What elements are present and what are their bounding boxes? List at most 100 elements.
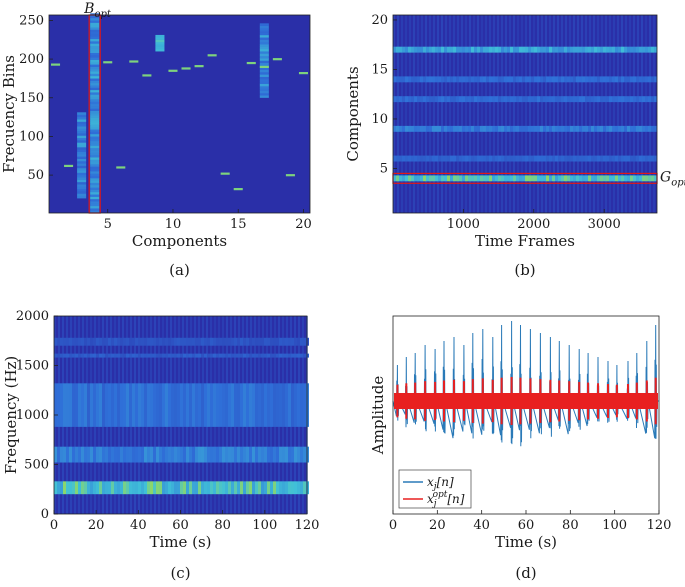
- spectrogram-band: [72, 353, 75, 358]
- activation-cell: [519, 155, 522, 162]
- x-axis-label: Components: [132, 232, 227, 250]
- spectrum-cell: [90, 161, 100, 165]
- spectrum-cell: [90, 106, 100, 109]
- spectrogram-band: [201, 337, 204, 346]
- activation-cell: [423, 175, 426, 182]
- activation-cell: [489, 46, 492, 53]
- y-tick-label: 250: [19, 13, 44, 28]
- spectrogram-band: [189, 337, 192, 346]
- spectrogram-band: [123, 353, 126, 358]
- peak-mark: [259, 65, 269, 69]
- activation-cell: [576, 155, 579, 162]
- activation-cell: [465, 76, 468, 83]
- activation-cell: [579, 46, 582, 53]
- activation-cell: [540, 125, 543, 132]
- activation-cell: [531, 175, 534, 182]
- spectrogram-band: [219, 446, 222, 463]
- spectrogram-band: [204, 337, 207, 346]
- spectrogram-band: [135, 337, 138, 346]
- spectrogram-band: [138, 481, 141, 495]
- activation-cell: [615, 76, 618, 83]
- spectrogram-band: [279, 383, 282, 427]
- spectrogram-band: [141, 353, 144, 358]
- activation-cell: [591, 125, 594, 132]
- activation-cell: [492, 96, 495, 103]
- spectrogram-band: [72, 481, 75, 495]
- peak-mark: [233, 188, 243, 191]
- time-stripe: [489, 15, 491, 213]
- activation-cell: [558, 76, 561, 83]
- spectrogram-band: [303, 353, 306, 358]
- activation-cell: [549, 125, 552, 132]
- activation-cell: [432, 46, 435, 53]
- activation-cell: [513, 46, 516, 53]
- activation-cell: [453, 155, 456, 162]
- activation-cell: [525, 175, 528, 182]
- activation-cell: [405, 76, 408, 83]
- activation-cell: [588, 96, 591, 103]
- spectrum-cell: [90, 210, 100, 214]
- spectrum-cell: [90, 203, 100, 207]
- time-stripe: [493, 15, 495, 213]
- activation-cell: [570, 76, 573, 83]
- spectrum-cell: [90, 45, 100, 49]
- spectrum-cell: [90, 68, 100, 72]
- spectrogram-band: [156, 481, 159, 495]
- spectrogram-band: [96, 481, 99, 495]
- activation-cell: [630, 46, 633, 53]
- spectrogram-band: [108, 353, 111, 358]
- activation-cell: [573, 96, 576, 103]
- activation-cell: [543, 155, 546, 162]
- spectrum-cell: [90, 120, 100, 123]
- activation-cell: [639, 155, 642, 162]
- activation-cell: [606, 96, 609, 103]
- spectrum-cell: [90, 184, 100, 188]
- spectrogram-band: [84, 481, 87, 495]
- spectrogram-band: [222, 383, 225, 427]
- spectrogram-band: [75, 337, 78, 346]
- activation-cell: [642, 96, 645, 103]
- activation-cell: [579, 96, 582, 103]
- activation-cell: [417, 46, 420, 53]
- peak-mark: [181, 67, 191, 70]
- activation-cell: [600, 125, 603, 132]
- spectrum-cell: [90, 87, 100, 91]
- activation-cell: [654, 175, 657, 182]
- activation-cell: [600, 96, 603, 103]
- activation-cell: [408, 175, 411, 182]
- time-stripe: [477, 15, 479, 213]
- activation-cell: [450, 76, 453, 83]
- activation-cell: [627, 125, 630, 132]
- spectrogram-band: [192, 353, 195, 358]
- panel-caption: (d): [515, 564, 536, 582]
- activation-cell: [471, 46, 474, 53]
- activation-cell: [618, 125, 621, 132]
- panel-caption: (c): [170, 564, 190, 582]
- activation-cell: [510, 76, 513, 83]
- y-tick-label: 5: [380, 161, 388, 176]
- spectrogram-band: [264, 353, 267, 358]
- spectrogram-band: [162, 383, 165, 427]
- spectrogram-band: [57, 446, 60, 463]
- activation-cell: [402, 155, 405, 162]
- activation-cell: [552, 155, 555, 162]
- spectrum-cell: [90, 117, 100, 121]
- spectrogram-band: [246, 353, 249, 358]
- activation-cell: [492, 125, 495, 132]
- activation-cell: [426, 175, 429, 182]
- activation-cell: [576, 46, 579, 53]
- activation-cell: [444, 155, 447, 162]
- activation-cell: [624, 96, 627, 103]
- spectrogram-band: [258, 481, 261, 495]
- spectrogram-band: [162, 481, 165, 495]
- spectrogram-band: [261, 383, 264, 427]
- spectrogram-band: [285, 337, 288, 346]
- spectrum-cell: [259, 53, 269, 57]
- activation-cell: [651, 76, 654, 83]
- spectrum-cell: [77, 195, 87, 199]
- x-axis-label: Time (s): [495, 533, 557, 551]
- spectrogram-band: [252, 337, 255, 346]
- y-tick-label: 500: [24, 458, 49, 473]
- activation-cell: [396, 96, 399, 103]
- time-stripe: [397, 15, 399, 213]
